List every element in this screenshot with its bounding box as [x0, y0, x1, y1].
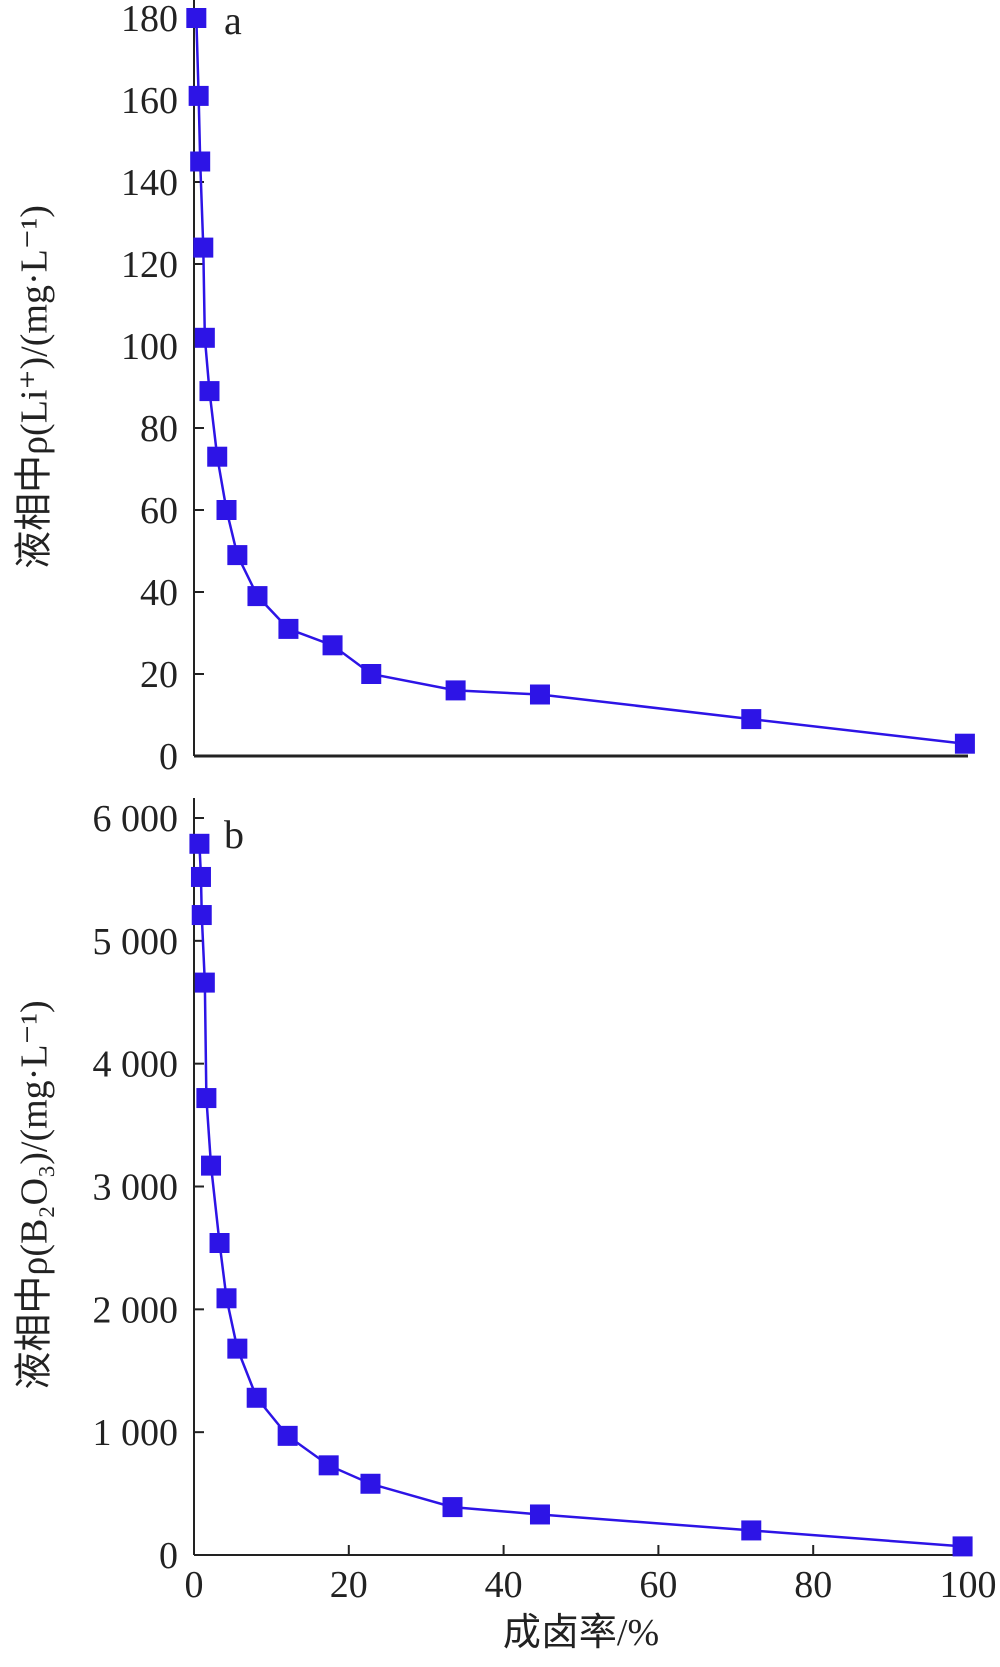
data-point: [194, 327, 215, 348]
data-point: [191, 905, 212, 926]
x-tick-label: 40: [485, 1564, 523, 1606]
data-point: [216, 500, 237, 520]
panel-b-points: [189, 833, 973, 1557]
data-point: [227, 545, 248, 566]
data-point: [196, 1088, 217, 1109]
y-tick-label: 80: [140, 408, 178, 450]
data-point: [278, 618, 299, 639]
data-point: [199, 381, 220, 402]
data-point: [529, 1504, 550, 1525]
panel-a-series-line: [195, 17, 966, 745]
data-point: [741, 1520, 762, 1541]
data-point: [445, 680, 466, 701]
data-point: [209, 1233, 230, 1254]
y-tick-label: 4 000: [93, 1044, 179, 1086]
data-point: [190, 866, 211, 887]
data-point: [194, 972, 215, 993]
y-tick-label: 40: [140, 572, 178, 614]
data-point: [201, 1155, 222, 1176]
panel-a-points: [186, 8, 975, 754]
panel-b: 0 1 000 2 000 3 000 4 000 5 000 6 000 0 20 40 60 8…: [14, 798, 997, 1654]
y-tick-label: 160: [121, 80, 178, 122]
y-tick-label: 3 000: [93, 1167, 179, 1209]
data-point: [322, 635, 343, 656]
y-tick-label: 0: [159, 1535, 178, 1577]
data-point: [360, 1473, 381, 1494]
y-tick-label: 100: [121, 326, 178, 368]
data-point: [277, 1425, 298, 1446]
panel-b-series-line: [198, 843, 963, 1548]
panel-b-y-label: 液相中ρ(B₂O₃)/(mg·L⁻¹): [14, 1000, 56, 1389]
y-tick-label: 0: [159, 736, 178, 778]
panel-a-y-ticks: 0 20 40 60 80 100 120 140 160 180: [121, 0, 204, 778]
y-tick-label: 60: [140, 490, 178, 532]
y-tick-label: 6 000: [93, 798, 179, 840]
data-point: [247, 586, 268, 607]
data-point: [207, 446, 228, 467]
y-tick-label: 120: [121, 244, 178, 286]
data-point: [216, 1288, 237, 1309]
data-point: [741, 709, 762, 730]
data-point: [227, 1338, 248, 1359]
data-point: [193, 237, 214, 258]
panel-b-label: b: [224, 812, 244, 857]
y-tick-label: 5 000: [93, 921, 179, 963]
data-point: [442, 1497, 463, 1518]
panel-b-y-ticks: 0 1 000 2 000 3 000 4 000 5 000 6 000: [93, 798, 204, 1577]
y-tick-label: 140: [121, 162, 178, 204]
x-tick-label: 100: [940, 1564, 997, 1606]
y-tick-label: 1 000: [93, 1412, 179, 1454]
data-point: [190, 151, 211, 172]
data-point: [361, 664, 382, 684]
data-point: [954, 733, 975, 754]
data-point: [188, 85, 209, 106]
data-point: [952, 1536, 973, 1557]
data-point: [246, 1387, 267, 1408]
x-tick-label: 80: [794, 1564, 832, 1606]
data-point: [189, 833, 210, 854]
x-tick-label: 60: [639, 1564, 677, 1606]
y-tick-label: 180: [121, 0, 178, 40]
panel-b-x-ticks: 0 20 40 60 80 100: [185, 1545, 997, 1606]
data-point: [186, 8, 207, 28]
x-axis-label: 成卤率/%: [503, 1612, 659, 1654]
data-point: [529, 684, 550, 705]
panel-a-y-label: 液相中ρ(Li⁺)/(mg·L⁻¹): [14, 205, 56, 569]
y-tick-label: 2 000: [93, 1289, 179, 1331]
x-tick-label: 0: [185, 1564, 204, 1606]
x-tick-label: 20: [330, 1564, 368, 1606]
panel-a: 0 20 40 60 80 100 120 140 160 180 a 液相中ρ(Li⁺)/(mg…: [14, 0, 975, 778]
y-tick-label: 20: [140, 654, 178, 696]
data-point: [318, 1455, 339, 1476]
panel-a-label: a: [224, 0, 242, 43]
